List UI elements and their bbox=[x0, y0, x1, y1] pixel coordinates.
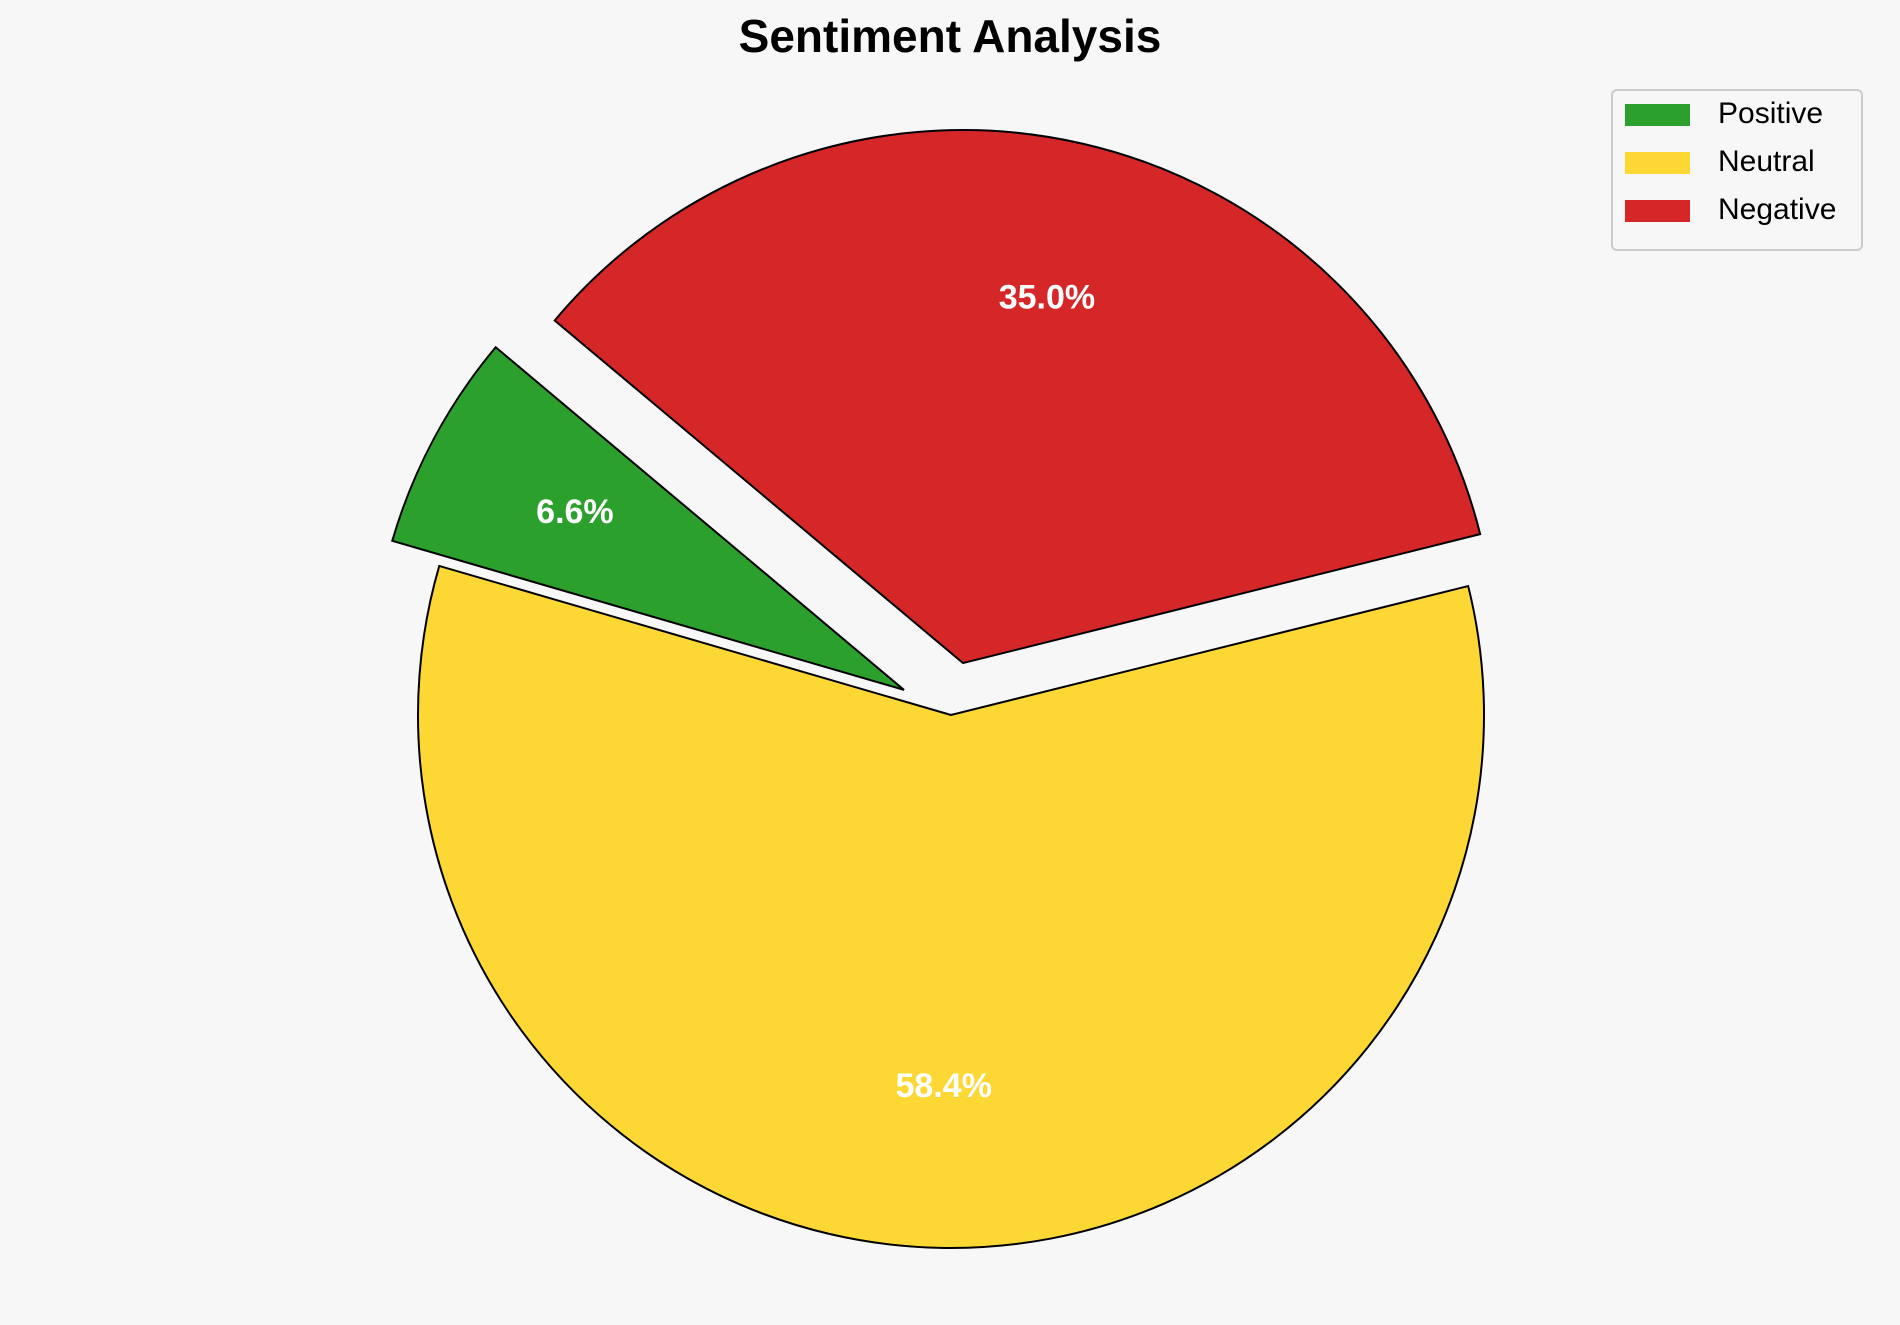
legend-label: Positive bbox=[1718, 97, 1823, 130]
pie-slice bbox=[553, 129, 1482, 665]
legend-label: Negative bbox=[1718, 193, 1836, 226]
slice-label: 6.6% bbox=[536, 493, 614, 531]
legend-label: Neutral bbox=[1718, 145, 1815, 178]
legend-swatch bbox=[1625, 200, 1690, 222]
slice-label: 58.4% bbox=[896, 1067, 992, 1105]
slice-label: 35.0% bbox=[999, 279, 1095, 317]
pie-slice bbox=[391, 345, 905, 691]
pie-slice bbox=[417, 564, 1485, 1249]
legend-swatch bbox=[1625, 104, 1690, 126]
legend-swatch bbox=[1625, 152, 1690, 174]
chart-title: Sentiment Analysis bbox=[739, 10, 1162, 62]
